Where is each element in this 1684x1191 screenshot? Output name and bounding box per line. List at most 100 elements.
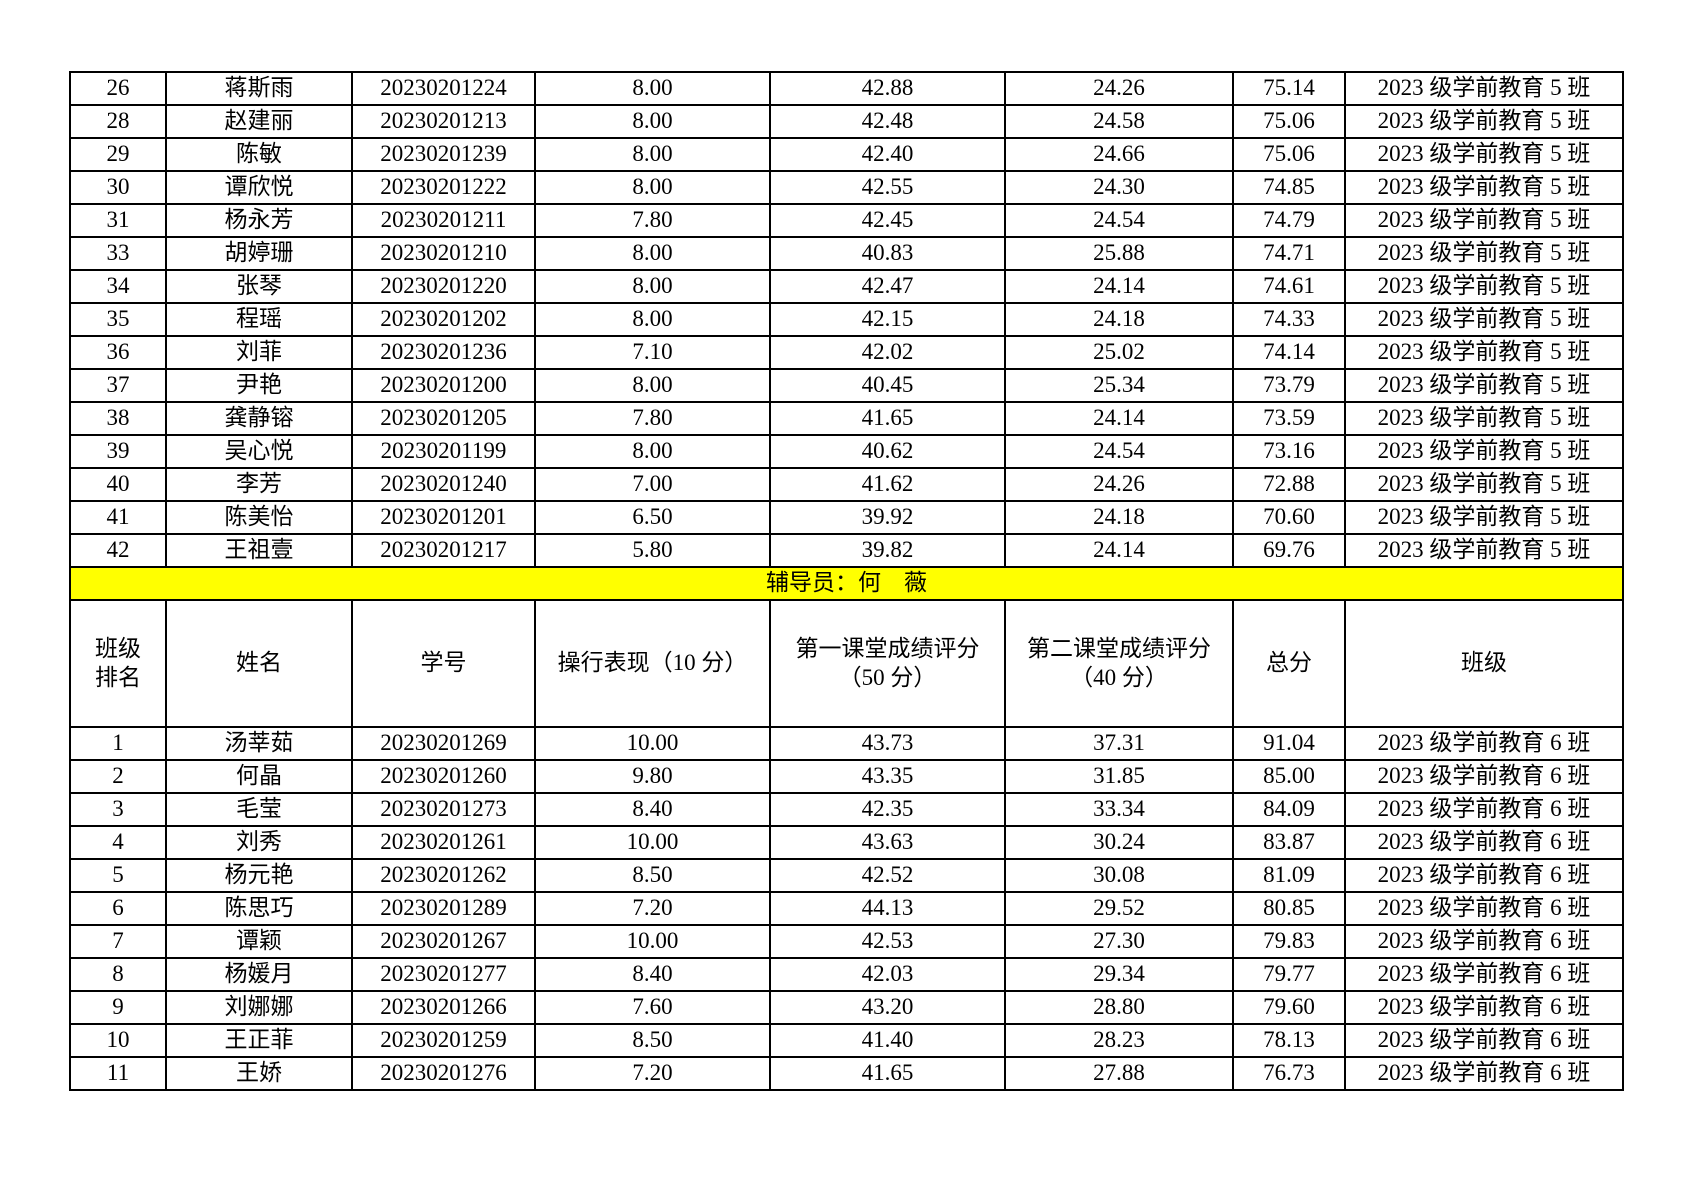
table-cell: 20230201205 [351, 401, 536, 436]
table-cell: 84.09 [1232, 792, 1346, 827]
table-cell: 杨元艳 [165, 858, 353, 893]
table-cell: 8.00 [534, 434, 771, 469]
table-row: 28 赵建丽 20230201213 8.00 42.48 24.58 75.06 2023 … [69, 104, 1624, 139]
table-cell: 6.50 [534, 500, 771, 535]
table-cell: 74.71 [1232, 236, 1346, 271]
table-cell: 24.26 [1004, 71, 1234, 106]
table-cell: 72.88 [1232, 467, 1346, 502]
table-row: 36 刘菲 20230201236 7.10 42.02 25.02 74.14 2023 级… [69, 335, 1624, 370]
table-cell: 2023 级学前教育 5 班 [1344, 104, 1624, 139]
table-cell: 6 [69, 891, 167, 926]
table-cell: 85.00 [1232, 759, 1346, 794]
column-header-name: 姓名 [165, 599, 353, 728]
table-cell: 7.80 [534, 203, 771, 238]
table-cell: 73.16 [1232, 434, 1346, 469]
table-cell: 7.80 [534, 401, 771, 436]
table-cell: 20230201222 [351, 170, 536, 205]
table-cell: 8.50 [534, 858, 771, 893]
table-cell: 2023 级学前教育 6 班 [1344, 1056, 1624, 1091]
table-cell: 29.52 [1004, 891, 1234, 926]
table-cell: 37.31 [1004, 726, 1234, 761]
table-cell: 2023 级学前教育 6 班 [1344, 726, 1624, 761]
table-cell: 2023 级学前教育 5 班 [1344, 236, 1624, 271]
table-cell: 20230201277 [351, 957, 536, 992]
table-cell: 10.00 [534, 924, 771, 959]
table-row: 8 杨媛月 20230201277 8.40 42.03 29.34 79.77 2023 级… [69, 957, 1624, 992]
table-cell: 76.73 [1232, 1056, 1346, 1091]
table-cell: 29.34 [1004, 957, 1234, 992]
table-cell: 75.06 [1232, 137, 1346, 172]
table-cell: 10 [69, 1023, 167, 1058]
table-cell: 2023 级学前教育 5 班 [1344, 401, 1624, 436]
table-cell: 30.08 [1004, 858, 1234, 893]
table-cell: 24.18 [1004, 500, 1234, 535]
table-cell: 20230201276 [351, 1056, 536, 1091]
table-cell: 2023 级学前教育 5 班 [1344, 533, 1624, 568]
table-cell: 30.24 [1004, 825, 1234, 860]
table-cell: 2023 级学前教育 6 班 [1344, 990, 1624, 1025]
table-row: 33 胡婷珊 20230201210 8.00 40.83 25.88 74.71 2023 … [69, 236, 1624, 271]
table-cell: 20230201224 [351, 71, 536, 106]
table-cell: 75.06 [1232, 104, 1346, 139]
class5-rows-body: 26 蒋斯雨 20230201224 8.00 42.88 24.26 75.14 2023 … [69, 71, 1624, 568]
table-cell: 8.00 [534, 71, 771, 106]
table-cell: 24.14 [1004, 533, 1234, 568]
table-cell: 刘菲 [165, 335, 353, 370]
table-cell: 刘秀 [165, 825, 353, 860]
table-cell: 2023 级学前教育 5 班 [1344, 170, 1624, 205]
table-cell: 40.45 [769, 368, 1006, 403]
table-row: 2 何晶 20230201260 9.80 43.35 31.85 85.00 2023 级学… [69, 759, 1624, 794]
table-cell: 尹艳 [165, 368, 353, 403]
table-cell: 91.04 [1232, 726, 1346, 761]
table-cell: 43.35 [769, 759, 1006, 794]
table-cell: 杨媛月 [165, 957, 353, 992]
table-cell: 69.76 [1232, 533, 1346, 568]
table-cell: 2023 级学前教育 5 班 [1344, 71, 1624, 106]
table-cell: 74.14 [1232, 335, 1346, 370]
table-cell: 2 [69, 759, 167, 794]
table-cell: 20230201266 [351, 990, 536, 1025]
table-cell: 谭颖 [165, 924, 353, 959]
table-row: 39 吴心悦 20230201199 8.00 40.62 24.54 73.16 2023 … [69, 434, 1624, 469]
table-cell: 20230201260 [351, 759, 536, 794]
table-cell: 74.79 [1232, 203, 1346, 238]
table-cell: 20230201217 [351, 533, 536, 568]
table-cell: 2023 级学前教育 6 班 [1344, 957, 1624, 992]
table-cell: 36 [69, 335, 167, 370]
table-cell: 24.18 [1004, 302, 1234, 337]
table-row: 10 王正菲 20230201259 8.50 41.40 28.23 78.13 2023 … [69, 1023, 1624, 1058]
table-cell: 8.00 [534, 302, 771, 337]
table-cell: 5.80 [534, 533, 771, 568]
table-cell: 34 [69, 269, 167, 304]
table-cell: 8.00 [534, 368, 771, 403]
table-cell: 75.14 [1232, 71, 1346, 106]
table-row: 41 陈美怡 20230201201 6.50 39.92 24.18 70.60 2023 … [69, 500, 1624, 535]
table-cell: 汤莘茹 [165, 726, 353, 761]
table-row: 11 王娇 20230201276 7.20 41.65 27.88 76.73 2023 级… [69, 1056, 1624, 1091]
table-cell: 王娇 [165, 1056, 353, 1091]
table-cell: 20230201201 [351, 500, 536, 535]
table-cell: 8.00 [534, 104, 771, 139]
table-cell: 70.60 [1232, 500, 1346, 535]
table-cell: 8.00 [534, 269, 771, 304]
table-cell: 5 [69, 858, 167, 893]
table-cell: 79.60 [1232, 990, 1346, 1025]
table-cell: 7.00 [534, 467, 771, 502]
table-cell: 王祖壹 [165, 533, 353, 568]
table-cell: 79.83 [1232, 924, 1346, 959]
table-cell: 2023 级学前教育 5 班 [1344, 434, 1624, 469]
table-cell: 38 [69, 401, 167, 436]
table-cell: 25.34 [1004, 368, 1234, 403]
table-cell: 吴心悦 [165, 434, 353, 469]
table-cell: 8.00 [534, 137, 771, 172]
table-cell: 赵建丽 [165, 104, 353, 139]
table-cell: 25.88 [1004, 236, 1234, 271]
table-row: 34 张琴 20230201220 8.00 42.47 24.14 74.61 2023 级… [69, 269, 1624, 304]
table-cell: 42.45 [769, 203, 1006, 238]
table-cell: 74.61 [1232, 269, 1346, 304]
table-row: 37 尹艳 20230201200 8.00 40.45 25.34 73.79 2023 级… [69, 368, 1624, 403]
column-header-student-id: 学号 [351, 599, 536, 728]
table-cell: 20230201210 [351, 236, 536, 271]
table-cell: 9 [69, 990, 167, 1025]
table-cell: 33.34 [1004, 792, 1234, 827]
